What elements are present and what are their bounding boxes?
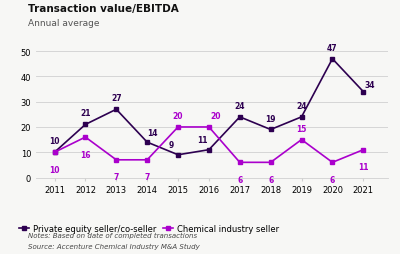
Text: 24: 24 bbox=[296, 102, 307, 110]
Text: 20: 20 bbox=[173, 112, 183, 121]
Text: 27: 27 bbox=[111, 94, 122, 103]
Text: 7: 7 bbox=[114, 173, 119, 182]
Text: 6: 6 bbox=[268, 175, 273, 184]
Text: 47: 47 bbox=[327, 44, 338, 53]
Text: 15: 15 bbox=[296, 124, 307, 133]
Text: 19: 19 bbox=[266, 114, 276, 123]
Text: 9: 9 bbox=[168, 141, 174, 150]
Text: 34: 34 bbox=[365, 81, 376, 89]
Text: 7: 7 bbox=[144, 173, 150, 182]
Text: 6: 6 bbox=[330, 175, 335, 184]
Legend: Private equity seller/co-seller, Chemical industry seller: Private equity seller/co-seller, Chemica… bbox=[16, 221, 283, 236]
Text: 6: 6 bbox=[237, 175, 242, 184]
Text: Notes: Based on date of completed transactions: Notes: Based on date of completed transa… bbox=[28, 232, 197, 239]
Text: Annual average: Annual average bbox=[28, 19, 100, 28]
Text: 10: 10 bbox=[49, 137, 60, 146]
Text: 10: 10 bbox=[49, 165, 60, 174]
Text: 14: 14 bbox=[148, 128, 158, 137]
Text: 11: 11 bbox=[197, 136, 207, 145]
Text: Transaction value/EBITDA: Transaction value/EBITDA bbox=[28, 4, 179, 14]
Text: 16: 16 bbox=[80, 150, 91, 159]
Text: 20: 20 bbox=[211, 112, 221, 121]
Text: Source: Accenture Chemical Industry M&A Study: Source: Accenture Chemical Industry M&A … bbox=[28, 243, 200, 249]
Text: 11: 11 bbox=[358, 163, 368, 171]
Text: 21: 21 bbox=[80, 109, 91, 118]
Text: 24: 24 bbox=[234, 102, 245, 110]
